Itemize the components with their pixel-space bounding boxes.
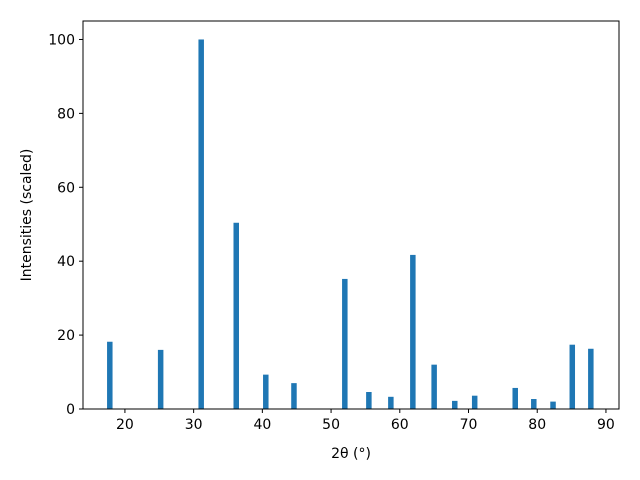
- y-axis-label: Intensities (scaled): [19, 149, 35, 282]
- x-tick-label: 60: [391, 417, 409, 433]
- x-axis-label: 2θ (°): [331, 446, 371, 462]
- bar: [291, 383, 297, 409]
- bar: [342, 278, 348, 409]
- bar: [588, 348, 594, 409]
- y-tick-label: 100: [48, 32, 75, 48]
- x-tick-label: 80: [528, 417, 546, 433]
- x-tick-label: 30: [185, 417, 203, 433]
- y-tick-label: 0: [66, 402, 75, 418]
- x-tick-label: 90: [597, 417, 615, 433]
- bar: [157, 349, 164, 409]
- bar: [198, 39, 204, 409]
- bar: [366, 392, 372, 409]
- y-tick-label: 60: [57, 180, 75, 196]
- bar: [471, 395, 478, 409]
- bar: [431, 364, 437, 409]
- bar: [452, 400, 458, 409]
- plot-frame: [82, 20, 620, 410]
- bar: [107, 341, 113, 409]
- bar: [569, 344, 576, 409]
- x-tick-label: 50: [322, 417, 340, 433]
- bar: [233, 222, 239, 409]
- x-tick-label: 40: [253, 417, 271, 433]
- bar: [550, 401, 556, 409]
- bar: [410, 254, 416, 409]
- bar: [531, 399, 537, 409]
- x-tick-label: 70: [460, 417, 478, 433]
- x-tick-label: 20: [116, 417, 134, 433]
- y-tick-label: 20: [57, 328, 75, 344]
- bar: [263, 374, 269, 409]
- bar: [512, 387, 518, 409]
- y-tick-label: 40: [57, 254, 75, 270]
- y-tick-label: 80: [57, 106, 75, 122]
- bar: [388, 396, 394, 409]
